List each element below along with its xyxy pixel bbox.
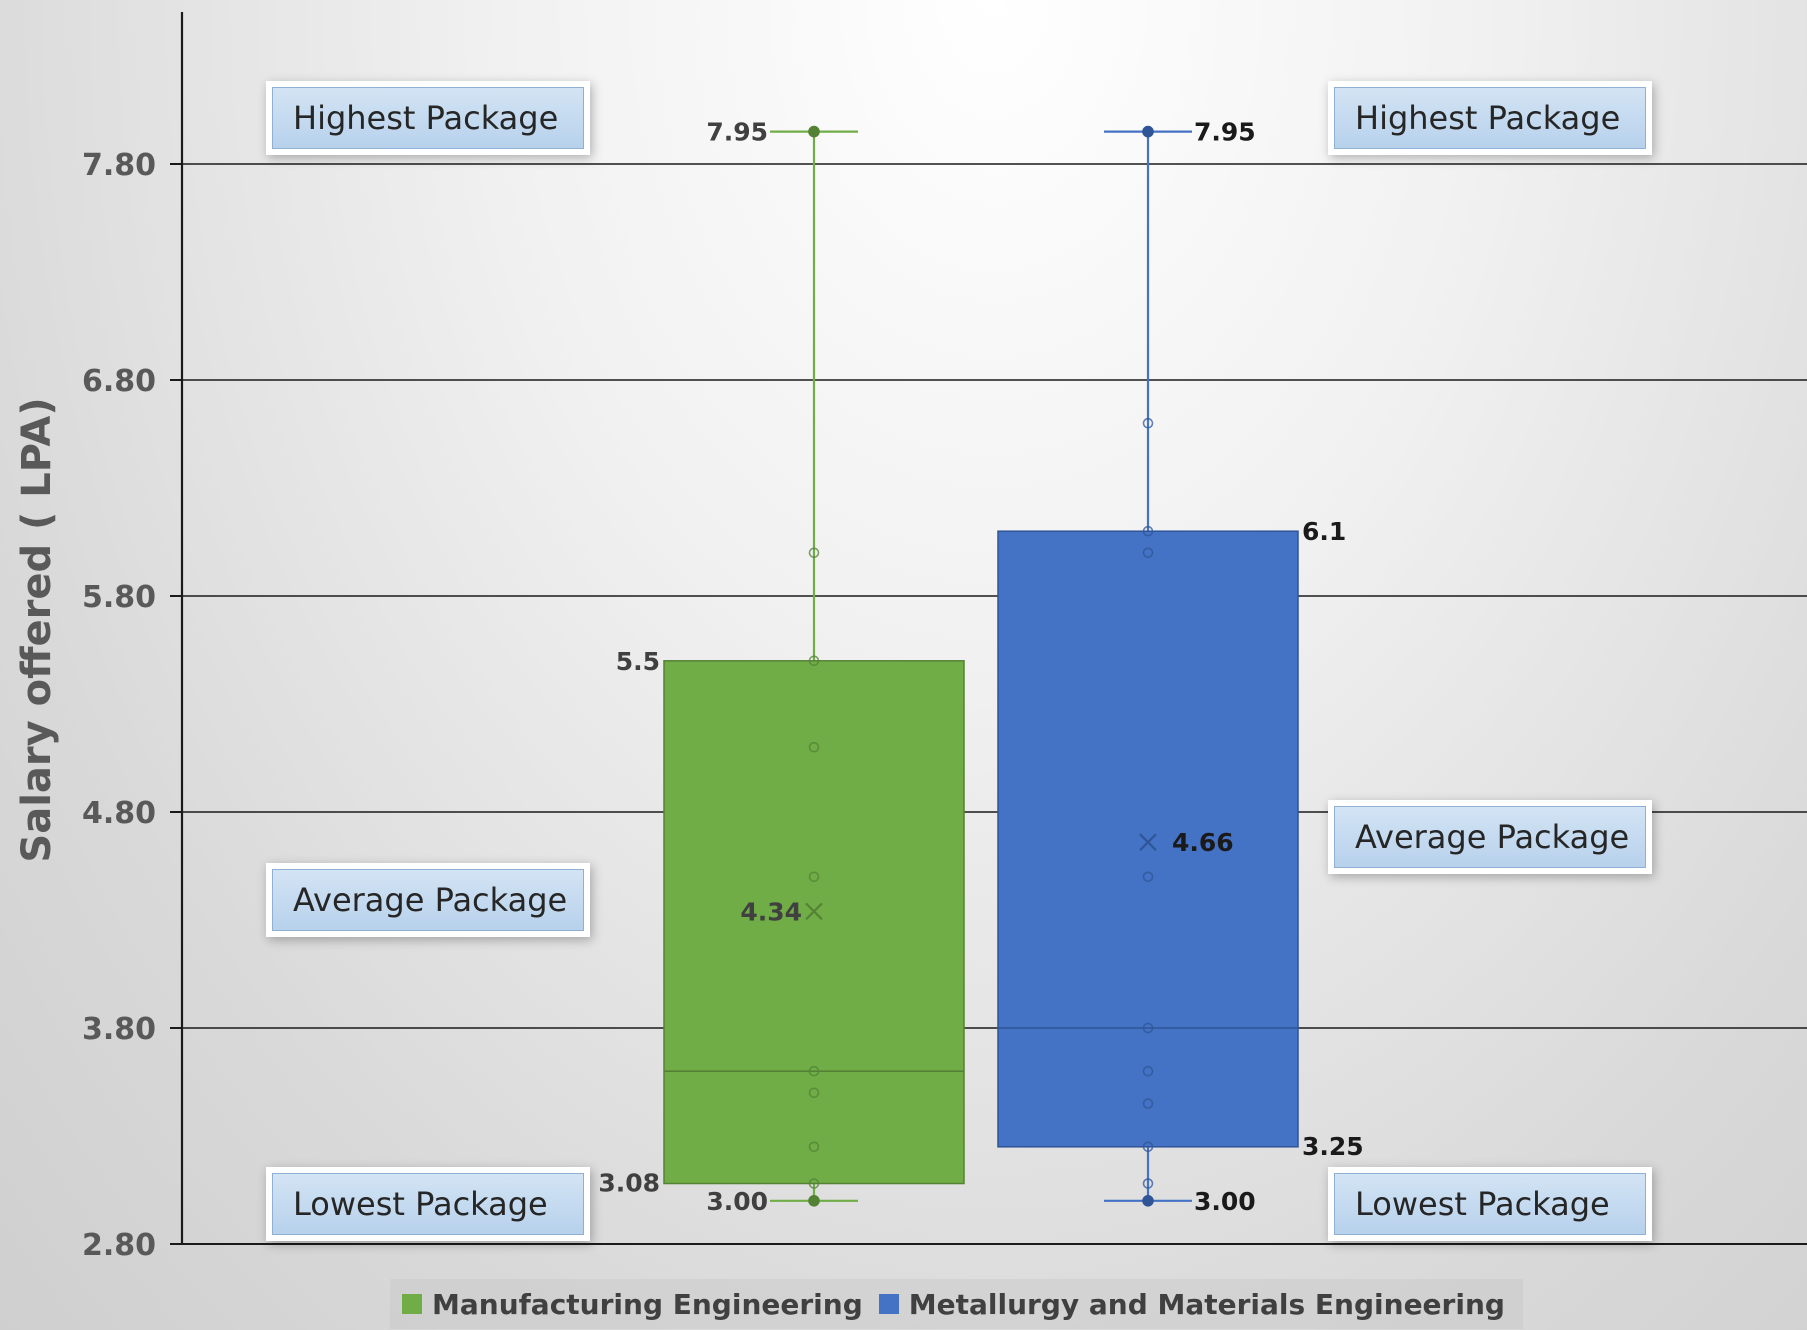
label-max: 7.95 bbox=[706, 118, 768, 147]
boxes: 7.95 5.5 4.34 3.08 3.00 7.95 6.1 4.66 3.25 3.00 bbox=[598, 118, 1363, 1216]
legend-item-manufacturing: Manufacturing Engineering bbox=[402, 1288, 863, 1321]
data-point bbox=[1142, 547, 1154, 559]
data-point bbox=[808, 547, 820, 559]
data-point bbox=[1142, 1178, 1154, 1189]
legend: Manufacturing Engineering Metallurgy and… bbox=[390, 1279, 1523, 1329]
data-point bbox=[808, 1195, 820, 1207]
label-min: 3.00 bbox=[706, 1187, 768, 1216]
y-tick-label: 2.80 bbox=[82, 1228, 156, 1263]
data-point bbox=[1142, 1022, 1154, 1034]
y-axis-label: Salary offered ( LPA) bbox=[14, 397, 60, 862]
label-q3: 6.1 bbox=[1302, 517, 1346, 546]
box-metallurgy bbox=[997, 530, 1299, 1148]
data-point bbox=[1142, 1065, 1154, 1077]
callout-lowest-right: Lowest Package bbox=[1334, 1173, 1646, 1235]
mean-marker bbox=[805, 902, 823, 921]
label-mean: 4.34 bbox=[740, 897, 802, 926]
data-point bbox=[808, 655, 820, 667]
data-point bbox=[808, 125, 820, 138]
y-tick-label: 3.80 bbox=[82, 1012, 156, 1047]
data-point bbox=[808, 741, 820, 753]
data-point bbox=[808, 1141, 820, 1153]
callout-average-right: Average Package bbox=[1334, 806, 1646, 868]
label-q1: 3.25 bbox=[1302, 1132, 1364, 1161]
y-tick-label: 4.80 bbox=[82, 796, 156, 831]
label-q3: 5.5 bbox=[616, 647, 660, 676]
data-point bbox=[808, 871, 820, 883]
data-point bbox=[1142, 417, 1154, 429]
callout-highest-left: Highest Package bbox=[272, 87, 584, 149]
label-max: 7.95 bbox=[1194, 118, 1256, 147]
box-manufacturing bbox=[663, 660, 965, 1185]
legend-item-metallurgy: Metallurgy and Materials Engineering bbox=[878, 1287, 1505, 1321]
series-metallurgy: 7.95 6.1 4.66 3.25 3.00 bbox=[997, 118, 1364, 1216]
legend-swatch-manufacturing bbox=[402, 1294, 422, 1314]
data-point bbox=[1142, 871, 1154, 883]
y-tick-label: 7.80 bbox=[82, 148, 156, 183]
y-tick-label: 6.80 bbox=[82, 364, 156, 399]
callout-average-left: Average Package bbox=[272, 869, 584, 931]
label-mean: 4.66 bbox=[1172, 828, 1234, 857]
data-point bbox=[808, 1065, 820, 1077]
y-tick-label: 5.80 bbox=[82, 580, 156, 615]
data-point bbox=[808, 1178, 820, 1189]
callout-lowest-left: Lowest Package bbox=[272, 1173, 584, 1235]
series-manufacturing: 7.95 5.5 4.34 3.08 3.00 bbox=[598, 118, 965, 1216]
data-point bbox=[808, 1087, 820, 1099]
data-point bbox=[1142, 1141, 1154, 1153]
label-q1: 3.08 bbox=[598, 1169, 660, 1198]
callout-highest-right: Highest Package bbox=[1334, 87, 1646, 149]
mean-marker bbox=[1139, 833, 1157, 852]
y-axis: 2.80 3.80 4.80 5.80 6.80 7.80 bbox=[82, 12, 1807, 1263]
data-point bbox=[1142, 1195, 1154, 1207]
data-point bbox=[1142, 1098, 1154, 1109]
legend-label-manufacturing: Manufacturing Engineering bbox=[432, 1287, 863, 1321]
label-min: 3.00 bbox=[1194, 1187, 1256, 1216]
legend-swatch-metallurgy bbox=[878, 1294, 899, 1314]
data-point bbox=[1142, 125, 1154, 138]
data-point bbox=[1142, 525, 1154, 537]
legend-label-metallurgy: Metallurgy and Materials Engineering bbox=[908, 1287, 1505, 1321]
